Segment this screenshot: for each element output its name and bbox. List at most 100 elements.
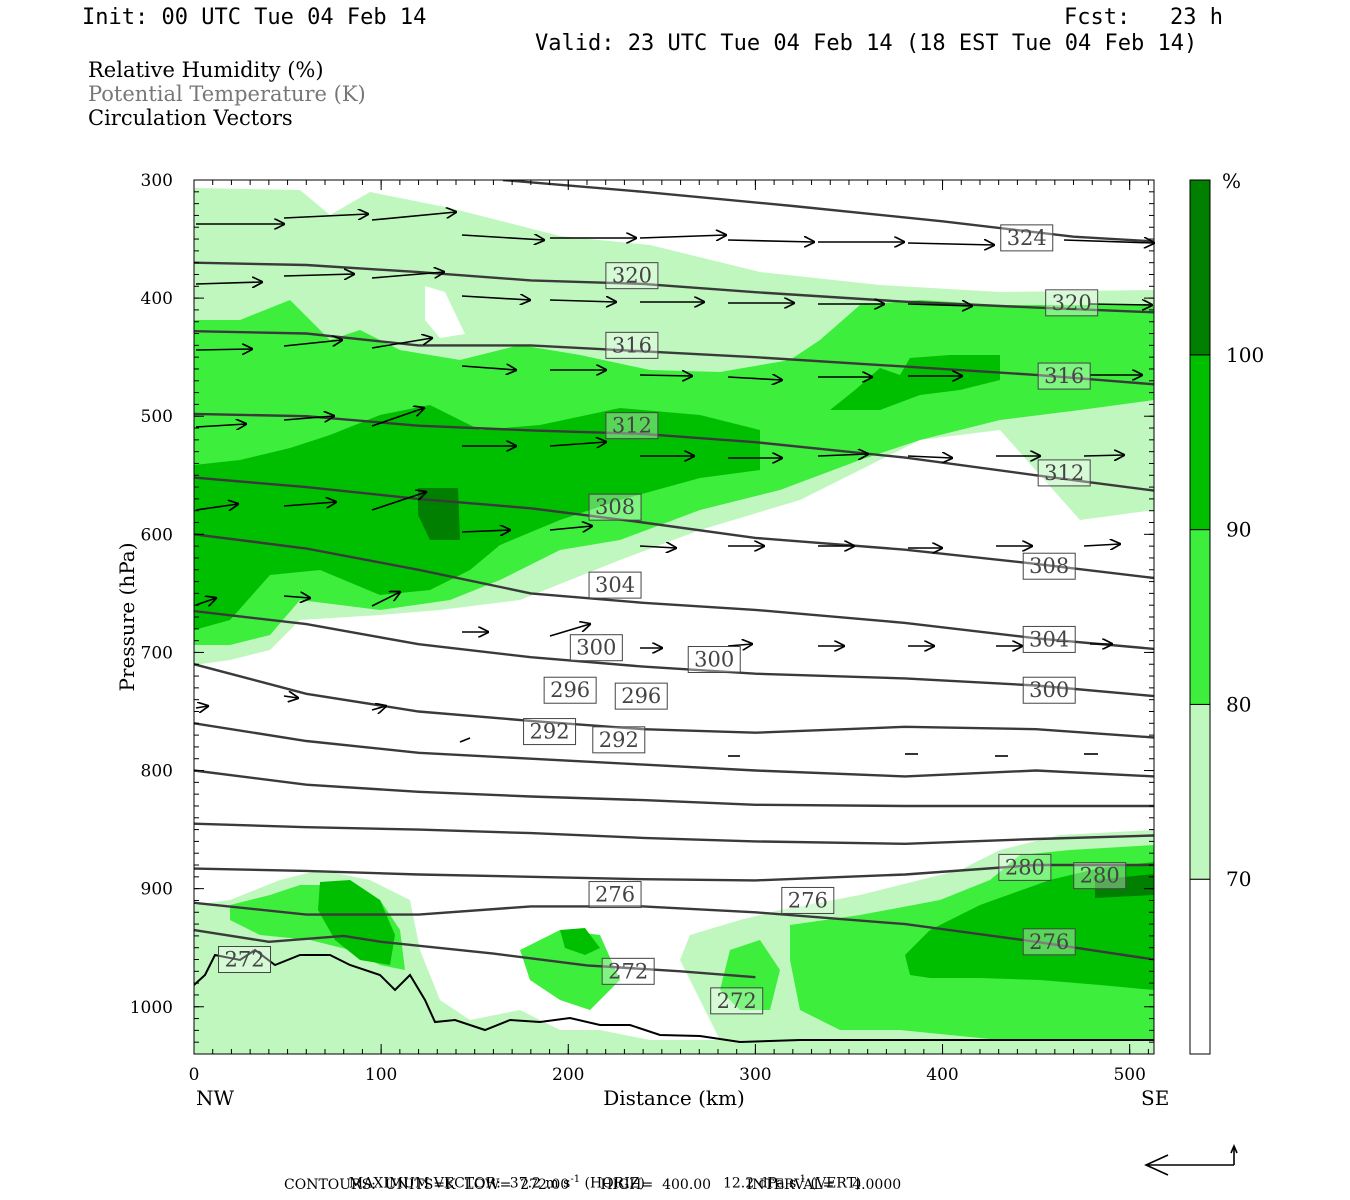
- theta-contour-284: [194, 822, 1154, 846]
- theta-label: 280: [1073, 862, 1127, 890]
- theta-contour-304: [194, 533, 1154, 651]
- theta-label-box: [1037, 459, 1091, 487]
- x-tick-label: 300: [739, 1065, 771, 1085]
- colorbar-segment: [1189, 703, 1211, 880]
- vert-label: (VERT): [806, 1175, 862, 1192]
- theta-label-text: 324: [1007, 226, 1047, 250]
- theta-label-text: 300: [1029, 678, 1069, 702]
- theta-label: 272: [218, 946, 272, 974]
- theta-label-text: 276: [788, 888, 828, 912]
- theta-contour-316: [194, 330, 1154, 386]
- vert-exponent: -1: [796, 1174, 807, 1185]
- reference-vector-arrow: [1144, 1143, 1238, 1176]
- theta-contour-276: [194, 901, 1154, 961]
- x-tick-label: 500: [1113, 1065, 1145, 1085]
- theta-label-text: 304: [1029, 627, 1069, 651]
- theta-contour-272: [194, 928, 756, 979]
- terrain-line: [194, 948, 1154, 1044]
- theta-label-box: [687, 646, 741, 674]
- theta-label-text: 280: [1080, 864, 1120, 888]
- theta-label: 316: [605, 331, 659, 359]
- theta-label-text: 292: [599, 728, 639, 752]
- colorbar-unit: %: [1222, 169, 1241, 193]
- x-tick-label: 400: [926, 1065, 958, 1085]
- theta-label-text: 308: [595, 495, 635, 519]
- x-tick-label: 200: [552, 1065, 584, 1085]
- field-label-theta: Potential Temperature (K): [88, 82, 366, 106]
- theta-label: 292: [523, 718, 577, 746]
- colorbar-segment: [1189, 529, 1211, 705]
- rh-100-lower: [1095, 874, 1154, 898]
- colorbar-level-label: 90: [1226, 518, 1251, 542]
- theta-contour-lines: [194, 180, 1154, 979]
- theta-label-text: 312: [612, 414, 652, 438]
- theta-label: 280: [998, 853, 1052, 881]
- max-vector-vert: 12.2 dPa s: [722, 1175, 797, 1192]
- colorbar-level-label: 80: [1226, 692, 1251, 716]
- theta-label-box: [1022, 625, 1076, 653]
- theta-contour-300: [194, 609, 1154, 698]
- theta-label: 308: [1022, 552, 1076, 580]
- theta-label: 324: [1000, 224, 1054, 252]
- theta-label: 276: [1022, 928, 1076, 956]
- theta-label-text: 320: [1052, 291, 1092, 315]
- max-vector-note: MAXIMUM VECTOR: 37.2 m s-1 (HORIZ) 12.2 d…: [340, 1158, 861, 1192]
- x-axis-ticks: 0 100 200 300 400 500: [189, 180, 1146, 1085]
- theta-label-box: [781, 886, 835, 914]
- y-axis-ticks: 300 400 500 600 700 800 900 1000: [130, 171, 1154, 1018]
- theta-label: 320: [1045, 289, 1099, 317]
- theta-label-text: 296: [621, 684, 661, 708]
- colorbar-segment: [1189, 179, 1211, 356]
- theta-label-text: 308: [1029, 554, 1069, 578]
- theta-contour-labels: 324 320 320 316 316 312 312 308 308 304 304 300 300 3…: [218, 224, 1127, 1015]
- theta-label-box: [605, 262, 659, 290]
- theta-contour-308: [194, 476, 1154, 580]
- theta-label-box: [1045, 289, 1099, 317]
- theta-label: 296: [614, 682, 668, 710]
- theta-label-box: [1000, 224, 1054, 252]
- theta-label: 272: [710, 987, 764, 1015]
- theta-label-text: 304: [595, 573, 635, 597]
- theta-label: 292: [592, 726, 646, 754]
- theta-label-box: [1022, 676, 1076, 704]
- circulation-vectors: [195, 212, 1154, 757]
- horiz-label: (HORIZ): [580, 1175, 645, 1192]
- theta-label-text: 320: [612, 264, 652, 288]
- theta-label: 312: [605, 412, 659, 440]
- theta-label-text: 276: [1029, 930, 1069, 954]
- theta-label-box: [601, 957, 655, 985]
- theta-label-box: [1022, 928, 1076, 956]
- theta-label: 308: [588, 493, 642, 521]
- theta-label-box: [523, 718, 577, 746]
- theta-label-box: [588, 881, 642, 909]
- x-tick-label: 0: [189, 1065, 200, 1085]
- theta-label: 300: [687, 646, 741, 674]
- theta-label-box: [592, 726, 646, 754]
- theta-label-box: [569, 634, 623, 662]
- colorbar-segment: [1189, 354, 1211, 531]
- rh-shading: [194, 188, 1154, 1054]
- theta-label-box: [605, 331, 659, 359]
- y-tick-label: 400: [141, 289, 173, 309]
- horiz-exponent: -1: [570, 1174, 581, 1185]
- rh-80-lower: [230, 845, 1154, 1040]
- rh-90-lower: [318, 862, 1154, 990]
- y-tick-label: 600: [141, 525, 173, 545]
- theta-label-box: [1022, 552, 1076, 580]
- theta-label-text: 296: [550, 678, 590, 702]
- theta-label-box: [543, 676, 597, 704]
- theta-label-box: [218, 946, 272, 974]
- theta-label-text: 300: [576, 636, 616, 660]
- theta-label-text: 312: [1044, 461, 1084, 485]
- max-vector-horiz: MAXIMUM VECTOR: 37.2 m s: [348, 1175, 571, 1192]
- colorbar-level-label: 100: [1226, 343, 1264, 367]
- theta-label-text: 276: [595, 883, 635, 907]
- theta-contour-320: [194, 261, 1154, 314]
- theta-label: 312: [1037, 459, 1091, 487]
- theta-label: 300: [569, 634, 623, 662]
- theta-label-box: [614, 682, 668, 710]
- theta-label-text: 300: [694, 648, 734, 672]
- theta-label: 296: [543, 676, 597, 704]
- y-tick-label: 900: [141, 880, 173, 900]
- y-tick-label: 300: [141, 171, 173, 191]
